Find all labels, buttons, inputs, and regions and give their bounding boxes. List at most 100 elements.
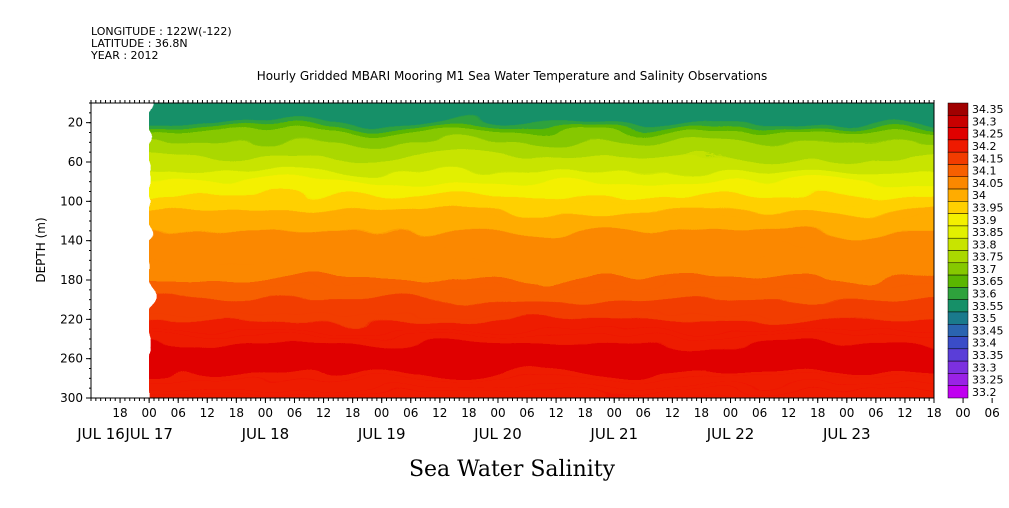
colorbar-swatch	[947, 115, 969, 128]
x-day-label: JUL 18	[241, 425, 290, 443]
x-tick-label: 12	[548, 406, 563, 420]
y-tick-label: 220	[60, 312, 83, 326]
salinity-band	[149, 275, 934, 281]
salinity-band	[149, 378, 934, 385]
x-tick-label: 00	[839, 406, 854, 420]
salinity-band	[149, 250, 934, 257]
colorbar-label: 33.9	[972, 214, 997, 227]
x-axis: 18 00 06 12 18 00 06 12 18 00 06 12 18 00 06 12 18 00 06 12…	[76, 398, 1000, 443]
colorbar-label: 33.55	[972, 300, 1004, 313]
colorbar-label: 33.3	[972, 361, 997, 374]
salinity-band	[149, 314, 934, 321]
salinity-band	[149, 201, 934, 208]
salinity-band	[149, 206, 934, 213]
colorbar-swatch	[947, 176, 969, 190]
salinity-band	[149, 304, 934, 311]
x-day-label: JUL 21	[589, 425, 638, 443]
x-tick-label: 06	[403, 406, 418, 420]
x-tick-label: 00	[607, 406, 622, 420]
y-axis-label: DEPTH (m)	[34, 217, 48, 282]
salinity-band	[149, 319, 934, 326]
year-label: YEAR : 2012	[90, 49, 159, 62]
x-tick-label: 18	[694, 406, 709, 420]
salinity-band	[149, 127, 934, 134]
colorbar-swatch	[947, 164, 969, 177]
colorbar-swatch	[947, 348, 969, 362]
salinity-band	[149, 117, 934, 124]
salinity-band	[149, 324, 934, 331]
colorbar-label: 34.3	[972, 115, 997, 128]
x-tick-label: 06	[519, 406, 534, 420]
salinity-band	[149, 245, 934, 252]
x-tick-label: 12	[897, 406, 912, 420]
x-tick-label: 18	[229, 406, 244, 420]
colorbar-swatch	[947, 311, 969, 325]
colorbar-label: 33.8	[972, 238, 997, 251]
x-day-label: JUL 19	[357, 425, 406, 443]
y-axis: 20 60 100 140 180 220 260 300	[60, 102, 91, 405]
x-day-label: JUL 22	[706, 425, 755, 443]
x-tick-label: 18	[810, 406, 825, 420]
colorbar-label: 33.35	[972, 349, 1004, 362]
x-tick-label: 12	[200, 406, 215, 420]
colorbar-label: 34.15	[972, 152, 1004, 165]
salinity-band	[149, 255, 934, 262]
colorbar-label: 34.05	[972, 177, 1004, 190]
colorbar-label: 33.95	[972, 201, 1004, 214]
x-tick-label: 06	[984, 406, 999, 420]
salinity-band	[149, 299, 934, 306]
colorbar-swatch	[947, 188, 969, 202]
salinity-band	[149, 225, 934, 232]
salinity-band	[149, 260, 934, 267]
y-tick-label: 140	[60, 234, 83, 248]
colorbar-label: 34.35	[972, 103, 1004, 116]
salinity-band	[149, 103, 934, 109]
colorbar-label: 34.25	[972, 128, 1004, 141]
salinity-band	[149, 107, 934, 114]
salinity-band	[149, 162, 934, 168]
x-day-label: JUL 17	[124, 425, 173, 443]
colorbar-label: 33.85	[972, 226, 1004, 239]
colorbar-label: 33.6	[972, 288, 997, 301]
x-tick-label: 12	[316, 406, 331, 420]
salinity-band	[149, 388, 934, 395]
salinity-band	[149, 393, 934, 398]
salinity-band	[149, 294, 934, 301]
x-tick-label: 00	[955, 406, 970, 420]
colorbar-swatch	[947, 287, 969, 300]
caption: Sea Water Salinity	[409, 457, 616, 482]
x-tick-label: 06	[287, 406, 302, 420]
salinity-band	[149, 358, 934, 365]
salinity-band	[149, 191, 934, 198]
salinity-band	[149, 93, 954, 99]
x-tick-label: 12	[665, 406, 680, 420]
x-day-label: JUL 16	[76, 425, 125, 443]
chart-title: Hourly Gridded MBARI Mooring M1 Sea Wate…	[257, 69, 768, 83]
colorbar-label: 34.2	[972, 140, 997, 153]
x-tick-label: 18	[578, 406, 593, 420]
salinity-band	[149, 348, 934, 355]
x-tick-label: 00	[258, 406, 273, 420]
x-tick-label: 18	[345, 406, 360, 420]
colorbar-swatch	[947, 201, 969, 214]
colorbar-swatch	[947, 262, 969, 276]
salinity-band	[149, 211, 934, 218]
salinity-band	[149, 265, 934, 272]
salinity-band	[149, 166, 934, 173]
colorbar-label: 34	[972, 189, 986, 202]
colorbar-label: 34.1	[972, 165, 997, 178]
x-tick-label: 18	[926, 406, 941, 420]
salinity-band	[149, 329, 934, 336]
salinity-band	[149, 216, 934, 222]
salinity-band	[149, 289, 934, 296]
x-tick-label: 18	[112, 406, 127, 420]
colorbar-label: 33.65	[972, 275, 1004, 288]
colorbar-swatch	[947, 213, 969, 227]
colorbar-swatch	[947, 151, 969, 165]
x-tick-label: 06	[752, 406, 767, 420]
colorbar-swatch	[947, 237, 969, 251]
colorbar-swatch	[947, 385, 969, 399]
x-tick-label: 06	[171, 406, 186, 420]
x-tick-label: 00	[141, 406, 156, 420]
salinity-band	[149, 353, 934, 360]
